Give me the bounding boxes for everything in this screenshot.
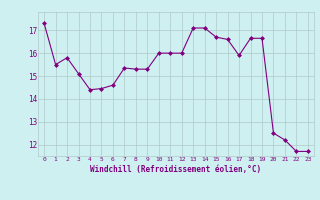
- X-axis label: Windchill (Refroidissement éolien,°C): Windchill (Refroidissement éolien,°C): [91, 165, 261, 174]
